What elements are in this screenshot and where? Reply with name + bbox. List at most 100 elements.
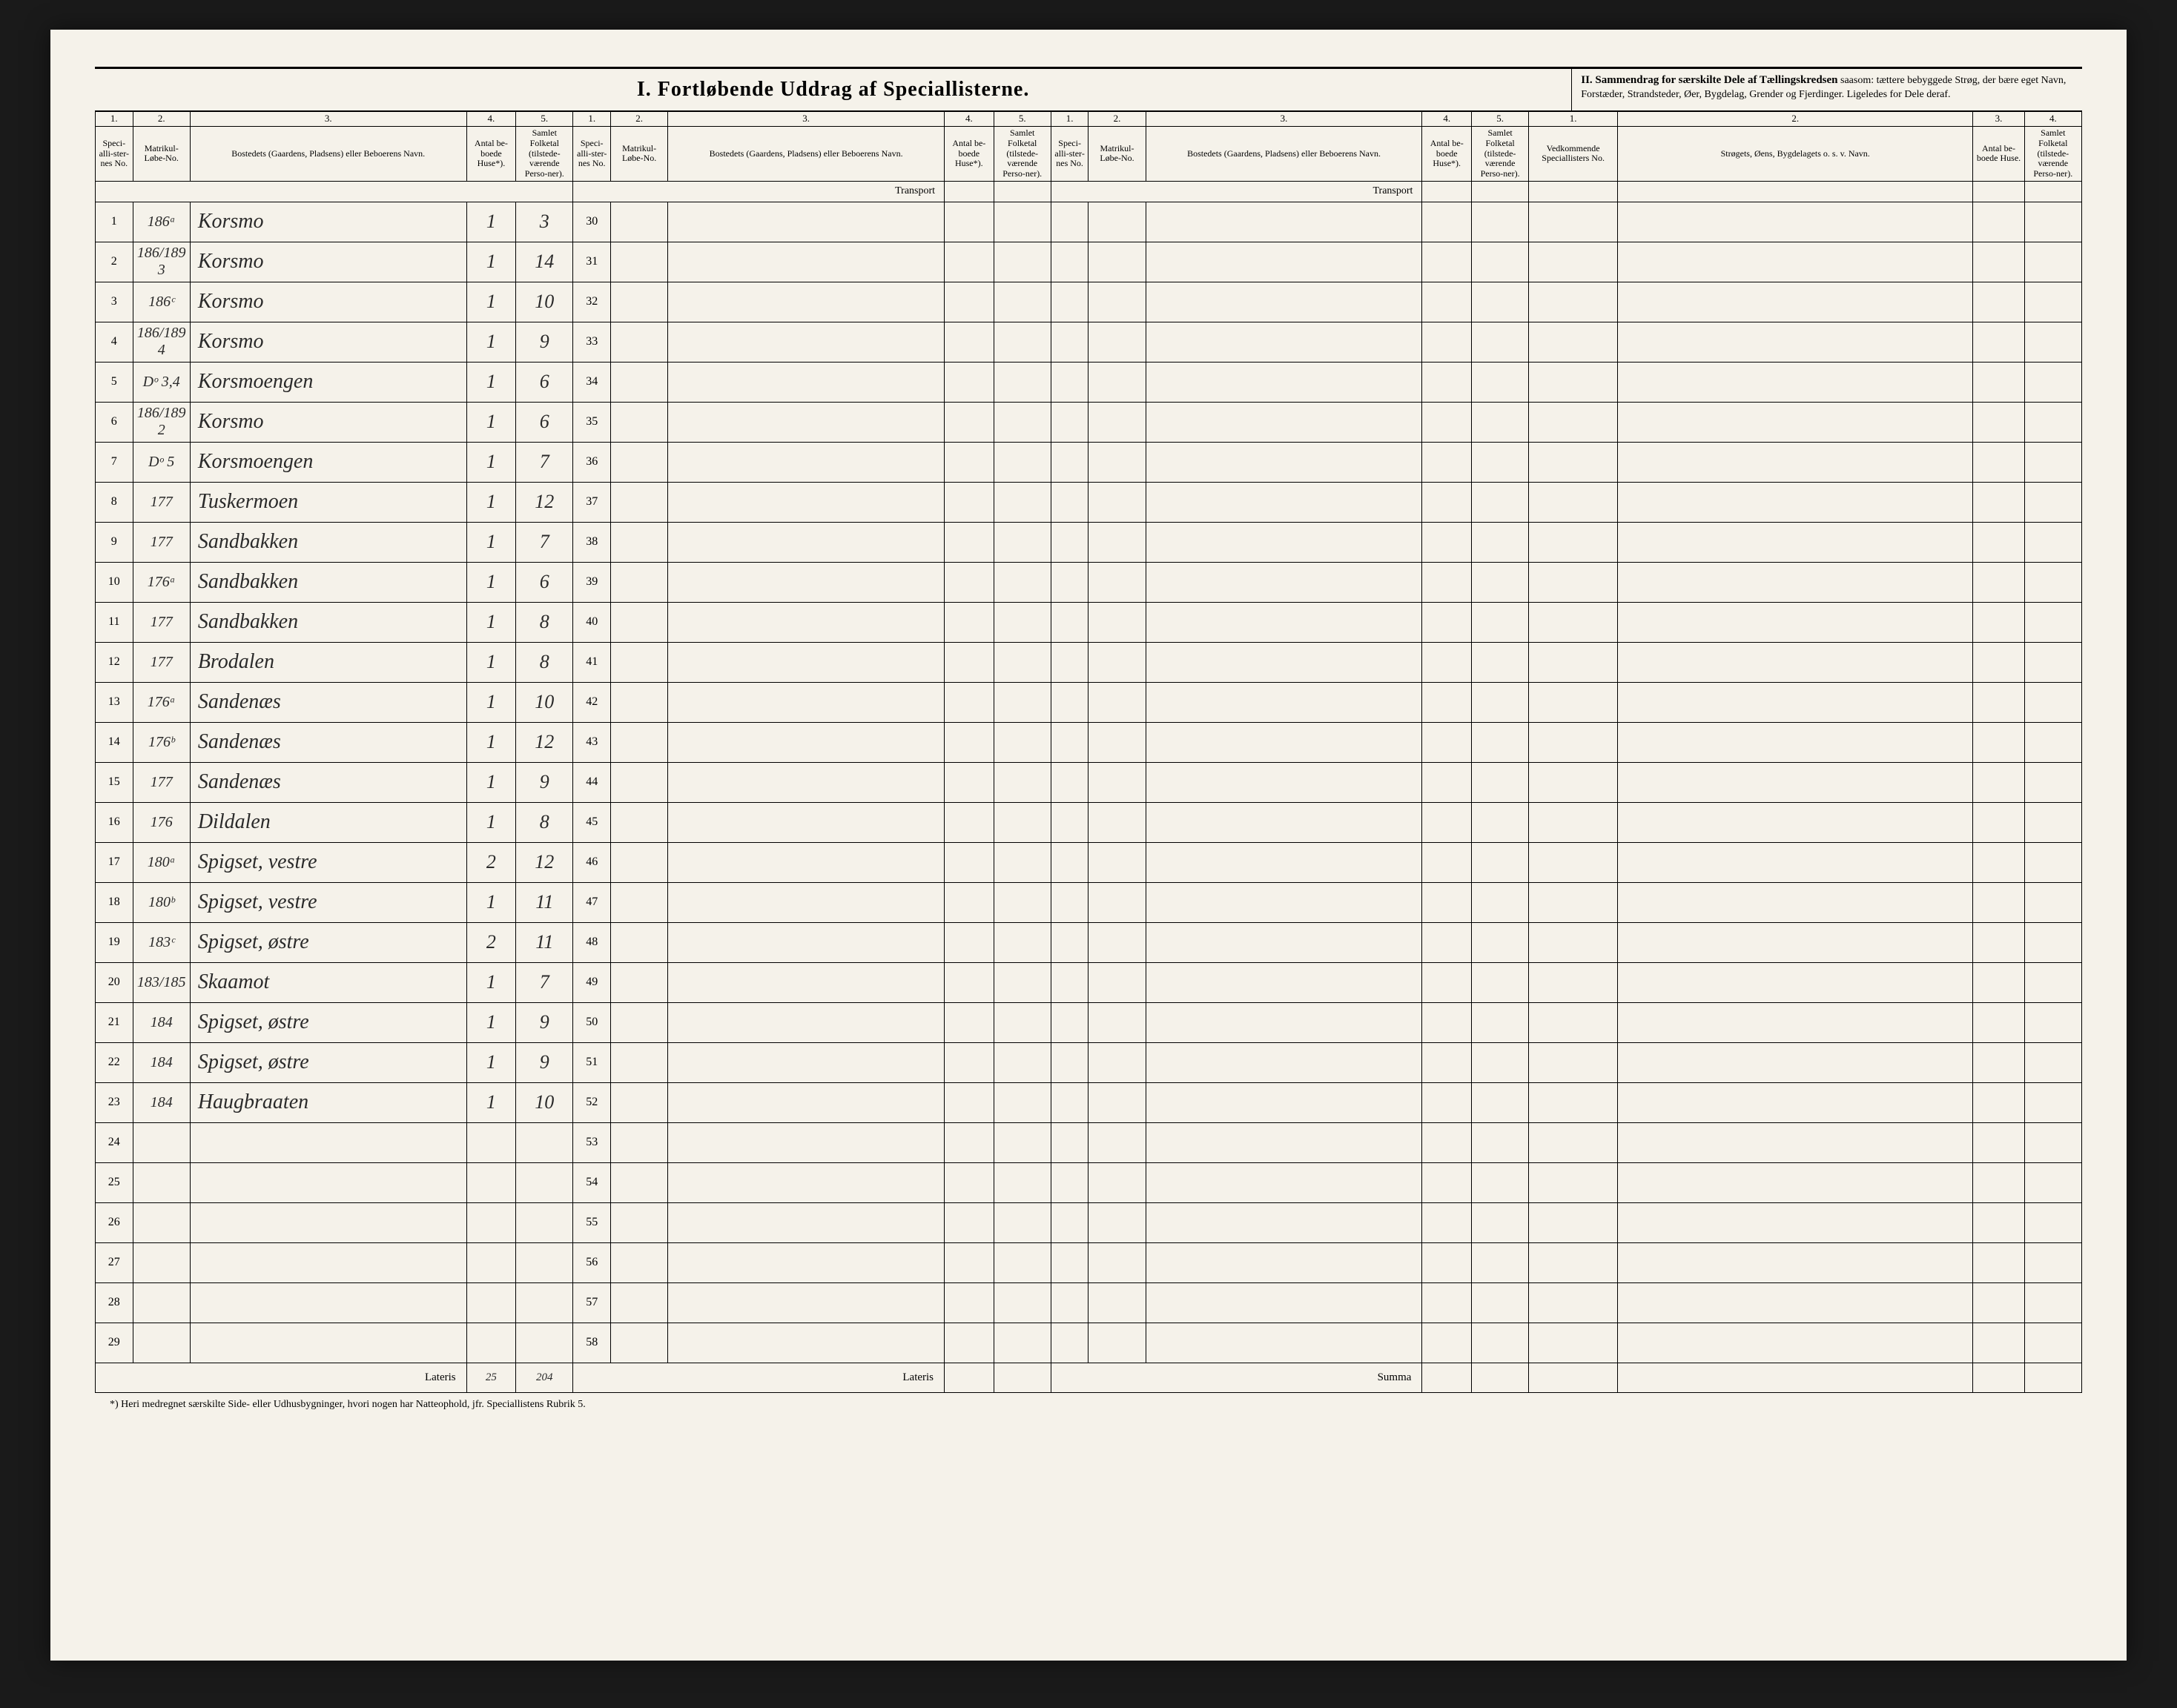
cell-matrikul: [133, 1282, 190, 1323]
cell-empty: [668, 1042, 945, 1082]
row-num: 23: [96, 1082, 133, 1122]
cell-folketal: 6: [516, 562, 573, 602]
cell-huse: 1: [466, 322, 516, 362]
colnum: 5.: [1472, 112, 1529, 127]
cell-bosted: [190, 1122, 466, 1162]
cell-empty: [611, 322, 668, 362]
cell-huse: 1: [466, 402, 516, 442]
cell-empty: [1422, 842, 1472, 882]
colnum: 4.: [2024, 112, 2081, 127]
cell-huse: 1: [466, 882, 516, 922]
cell-empty: [945, 242, 994, 282]
cell-empty: [1973, 722, 2024, 762]
cell-empty: [945, 842, 994, 882]
cell-empty: [1973, 482, 2024, 522]
cell-folketal: 7: [516, 962, 573, 1002]
cell-empty: [1051, 1202, 1088, 1242]
cell-empty: [1422, 242, 1472, 282]
colnum: 1.: [573, 112, 611, 127]
cell-empty: [1422, 802, 1472, 842]
cell-empty: [1422, 322, 1472, 362]
cell-empty: [1472, 442, 1529, 482]
cell-empty: [1051, 682, 1088, 722]
cell-empty: [1422, 1162, 1472, 1202]
cell-empty: [2024, 682, 2081, 722]
cell-huse: [466, 1242, 516, 1282]
hdr-anth: Antal be-boede Huse.: [1973, 126, 2024, 181]
row-num: 16: [96, 802, 133, 842]
cell-empty: [1973, 1323, 2024, 1363]
cell-empty: [1422, 602, 1472, 642]
cell-folketal: 7: [516, 522, 573, 562]
cell-empty: [2024, 642, 2081, 682]
cell-empty: [945, 762, 994, 802]
cell-empty: [1146, 642, 1422, 682]
cell-empty: [945, 1002, 994, 1042]
cell-empty: [1472, 482, 1529, 522]
cell-empty: [1422, 1323, 1472, 1363]
cell-empty: [1529, 1323, 1618, 1363]
cell-folketal: 9: [516, 1002, 573, 1042]
cell-empty: [1088, 322, 1146, 362]
table-row: 11177Sandbakken1840: [96, 602, 2082, 642]
row-num-2: 30: [573, 202, 611, 242]
cell-empty: [1973, 962, 2024, 1002]
table-row: 2857: [96, 1282, 2082, 1323]
cell-bosted: Spigset, østre: [190, 1002, 466, 1042]
cell-empty: [1146, 962, 1422, 1002]
cell-empty: [2024, 802, 2081, 842]
cell-matrikul: 183ᶜ: [133, 922, 190, 962]
row-num-2: 33: [573, 322, 611, 362]
cell-empty: [1529, 442, 1618, 482]
cell-empty: [1422, 1082, 1472, 1122]
hdr-samf: Samlet Folketal (tilstede-værende Perso-…: [2024, 126, 2081, 181]
cell-empty: [1088, 682, 1146, 722]
cell-empty: [1088, 562, 1146, 602]
cell-empty: [945, 1042, 994, 1082]
table-row: 18180ᵇSpigset, vestre11147: [96, 882, 2082, 922]
transport-row: Transport Transport: [96, 181, 2082, 202]
hdr-folk: Samlet Folketal (tilstede-værende Perso-…: [516, 126, 573, 181]
cell-empty: [945, 1282, 994, 1323]
cell-folketal: [516, 1202, 573, 1242]
cell-empty: [1973, 1242, 2024, 1282]
cell-matrikul: 186/189 3: [133, 242, 190, 282]
cell-matrikul: 177: [133, 642, 190, 682]
table-row: 19183ᶜSpigset, østre21148: [96, 922, 2082, 962]
cell-matrikul: 186ᶜ: [133, 282, 190, 322]
cell-empty: [1973, 282, 2024, 322]
cell-bosted: [190, 1323, 466, 1363]
cell-empty: [1146, 202, 1422, 242]
cell-empty: [611, 1042, 668, 1082]
cell-empty: [611, 882, 668, 922]
cell-empty: [994, 1323, 1051, 1363]
cell-matrikul: [133, 1202, 190, 1242]
cell-huse: 2: [466, 842, 516, 882]
cell-empty: [1088, 1122, 1146, 1162]
cell-empty: [945, 602, 994, 642]
cell-empty: [994, 482, 1051, 522]
cell-bosted: Skaamot: [190, 962, 466, 1002]
cell-bosted: Haugbraaten: [190, 1082, 466, 1122]
cell-empty: [1472, 562, 1529, 602]
cell-empty: [994, 1162, 1051, 1202]
cell-empty: [2024, 522, 2081, 562]
page-header: I. Fortløbende Uddrag af Speciallisterne…: [95, 67, 2082, 111]
row-num-2: 38: [573, 522, 611, 562]
cell-empty: [668, 482, 945, 522]
cell-empty: [1618, 242, 1973, 282]
cell-bosted: Korsmo: [190, 402, 466, 442]
cell-empty: [1472, 1242, 1529, 1282]
cell-matrikul: 176ᵃ: [133, 562, 190, 602]
cell-empty: [1051, 482, 1088, 522]
cell-empty: [611, 802, 668, 842]
cell-empty: [1146, 1122, 1422, 1162]
cell-folketal: 12: [516, 482, 573, 522]
hdr-bost: Bostedets (Gaardens, Pladsens) eller Beb…: [1146, 126, 1422, 181]
cell-empty: [1618, 1162, 1973, 1202]
cell-empty: [1529, 842, 1618, 882]
cell-empty: [1472, 1042, 1529, 1082]
cell-empty: [945, 802, 994, 842]
row-num: 21: [96, 1002, 133, 1042]
cell-empty: [668, 1162, 945, 1202]
